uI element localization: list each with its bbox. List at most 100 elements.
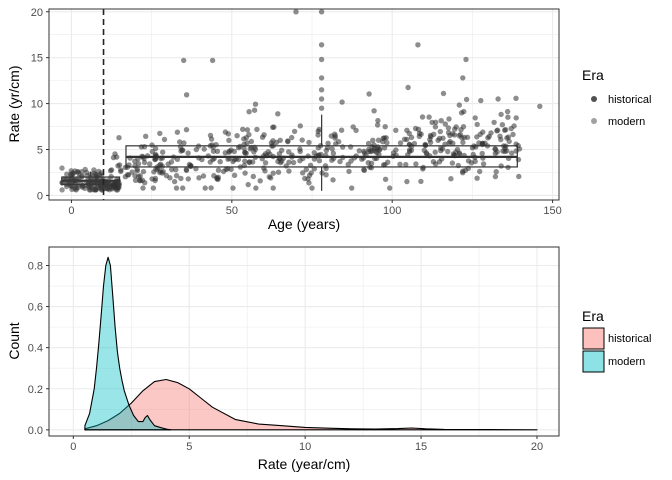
data-point-historical bbox=[248, 138, 255, 145]
data-point-historical bbox=[195, 143, 202, 149]
data-point-modern bbox=[59, 165, 65, 171]
data-point-historical bbox=[305, 153, 311, 159]
data-point-historical bbox=[200, 173, 207, 179]
data-point-historical bbox=[253, 185, 259, 191]
data-point-historical bbox=[383, 135, 389, 141]
data-point-historical bbox=[108, 173, 114, 180]
data-point-historical bbox=[469, 145, 476, 151]
bottom-legend-label-modern: modern bbox=[608, 356, 645, 368]
data-point-historical bbox=[118, 167, 124, 173]
data-point-historical bbox=[384, 140, 390, 146]
data-point-historical bbox=[474, 175, 480, 181]
data-point-historical bbox=[505, 114, 511, 120]
data-point-historical bbox=[202, 185, 208, 191]
data-point-historical bbox=[270, 124, 276, 130]
data-point-historical bbox=[505, 155, 512, 161]
data-point-historical bbox=[448, 176, 454, 182]
data-point-historical bbox=[299, 137, 305, 143]
data-point-historical bbox=[205, 153, 211, 159]
legend-key-modern-fill bbox=[582, 350, 605, 373]
bottom-y-tick-label: 0.0 bbox=[28, 425, 43, 437]
data-point-historical bbox=[242, 158, 248, 164]
data-point-historical bbox=[427, 136, 433, 143]
data-point-historical bbox=[422, 141, 428, 148]
data-point-historical bbox=[311, 156, 318, 162]
data-point-historical bbox=[242, 170, 248, 176]
data-point-historical bbox=[215, 167, 222, 173]
data-point-historical bbox=[246, 109, 252, 115]
data-point-historical bbox=[513, 148, 519, 154]
data-point-historical bbox=[122, 164, 129, 171]
data-point-historical bbox=[275, 169, 282, 175]
top-legend-label-modern: modern bbox=[608, 116, 645, 128]
data-point-historical-outlier bbox=[318, 87, 325, 93]
data-point-historical bbox=[493, 169, 499, 175]
data-point-modern bbox=[68, 183, 75, 189]
data-point-historical bbox=[307, 162, 314, 168]
data-point-historical-outlier bbox=[440, 90, 447, 97]
data-point-historical bbox=[231, 172, 238, 178]
data-point-modern bbox=[116, 180, 122, 187]
top-y-tick-label: 10 bbox=[31, 99, 43, 111]
data-point-historical bbox=[382, 176, 389, 182]
data-point-historical bbox=[406, 141, 413, 148]
data-point-historical-outlier bbox=[318, 9, 325, 15]
data-point-historical bbox=[270, 185, 276, 191]
data-point-historical bbox=[347, 144, 354, 150]
data-point-historical bbox=[498, 136, 504, 143]
data-point-historical-outlier bbox=[463, 56, 469, 63]
data-point-historical bbox=[505, 164, 511, 171]
data-point-modern bbox=[104, 185, 111, 191]
data-point-historical bbox=[449, 160, 456, 166]
data-point-historical bbox=[183, 167, 190, 174]
data-point-historical bbox=[424, 151, 430, 157]
data-point-historical bbox=[397, 161, 403, 167]
data-point-historical bbox=[231, 148, 237, 155]
data-point-historical bbox=[450, 140, 456, 146]
data-point-modern bbox=[73, 185, 79, 191]
data-point-historical bbox=[381, 145, 388, 151]
bottom-legend: Era historical modern bbox=[582, 308, 651, 373]
data-point-historical-outlier bbox=[209, 57, 216, 64]
data-point-historical bbox=[149, 142, 155, 148]
data-point-historical bbox=[420, 166, 426, 172]
data-point-historical bbox=[353, 127, 359, 134]
data-point-historical bbox=[503, 143, 509, 149]
data-point-modern bbox=[67, 176, 73, 182]
top-y-ticks: 0 5 10 15 20 bbox=[31, 7, 49, 202]
data-point-historical-outlier bbox=[415, 42, 421, 48]
data-point-historical bbox=[432, 124, 439, 130]
top-legend-title: Era bbox=[582, 67, 604, 83]
data-point-historical bbox=[302, 175, 308, 182]
data-point-historical bbox=[254, 126, 260, 133]
data-point-historical bbox=[188, 162, 194, 169]
legend-key-modern-point bbox=[591, 118, 597, 124]
data-point-historical bbox=[353, 153, 359, 159]
bottom-y-tick-label: 0.4 bbox=[28, 343, 43, 355]
data-point-historical bbox=[452, 126, 458, 132]
data-point-historical bbox=[279, 158, 285, 164]
data-point-historical bbox=[252, 101, 259, 107]
data-point-historical bbox=[116, 135, 122, 141]
data-point-historical bbox=[244, 140, 250, 146]
data-point-historical bbox=[366, 91, 372, 97]
data-point-historical bbox=[140, 154, 146, 160]
data-point-historical bbox=[308, 170, 314, 176]
data-point-historical bbox=[465, 158, 472, 164]
data-point-historical bbox=[463, 96, 470, 103]
data-point-historical bbox=[178, 175, 184, 182]
data-point-historical bbox=[401, 136, 408, 142]
data-point-historical bbox=[445, 125, 452, 131]
data-point-historical bbox=[451, 152, 457, 158]
data-point-historical bbox=[437, 128, 443, 135]
data-point-historical bbox=[446, 116, 452, 122]
data-point-historical bbox=[183, 92, 190, 98]
data-point-historical bbox=[151, 169, 157, 175]
data-point-historical bbox=[242, 150, 248, 156]
data-point-historical bbox=[297, 123, 303, 129]
density-area-historical bbox=[84, 378, 538, 431]
data-point-historical bbox=[185, 176, 191, 182]
data-point-historical bbox=[217, 159, 223, 165]
data-point-historical bbox=[181, 140, 187, 146]
data-point-historical bbox=[516, 173, 522, 180]
